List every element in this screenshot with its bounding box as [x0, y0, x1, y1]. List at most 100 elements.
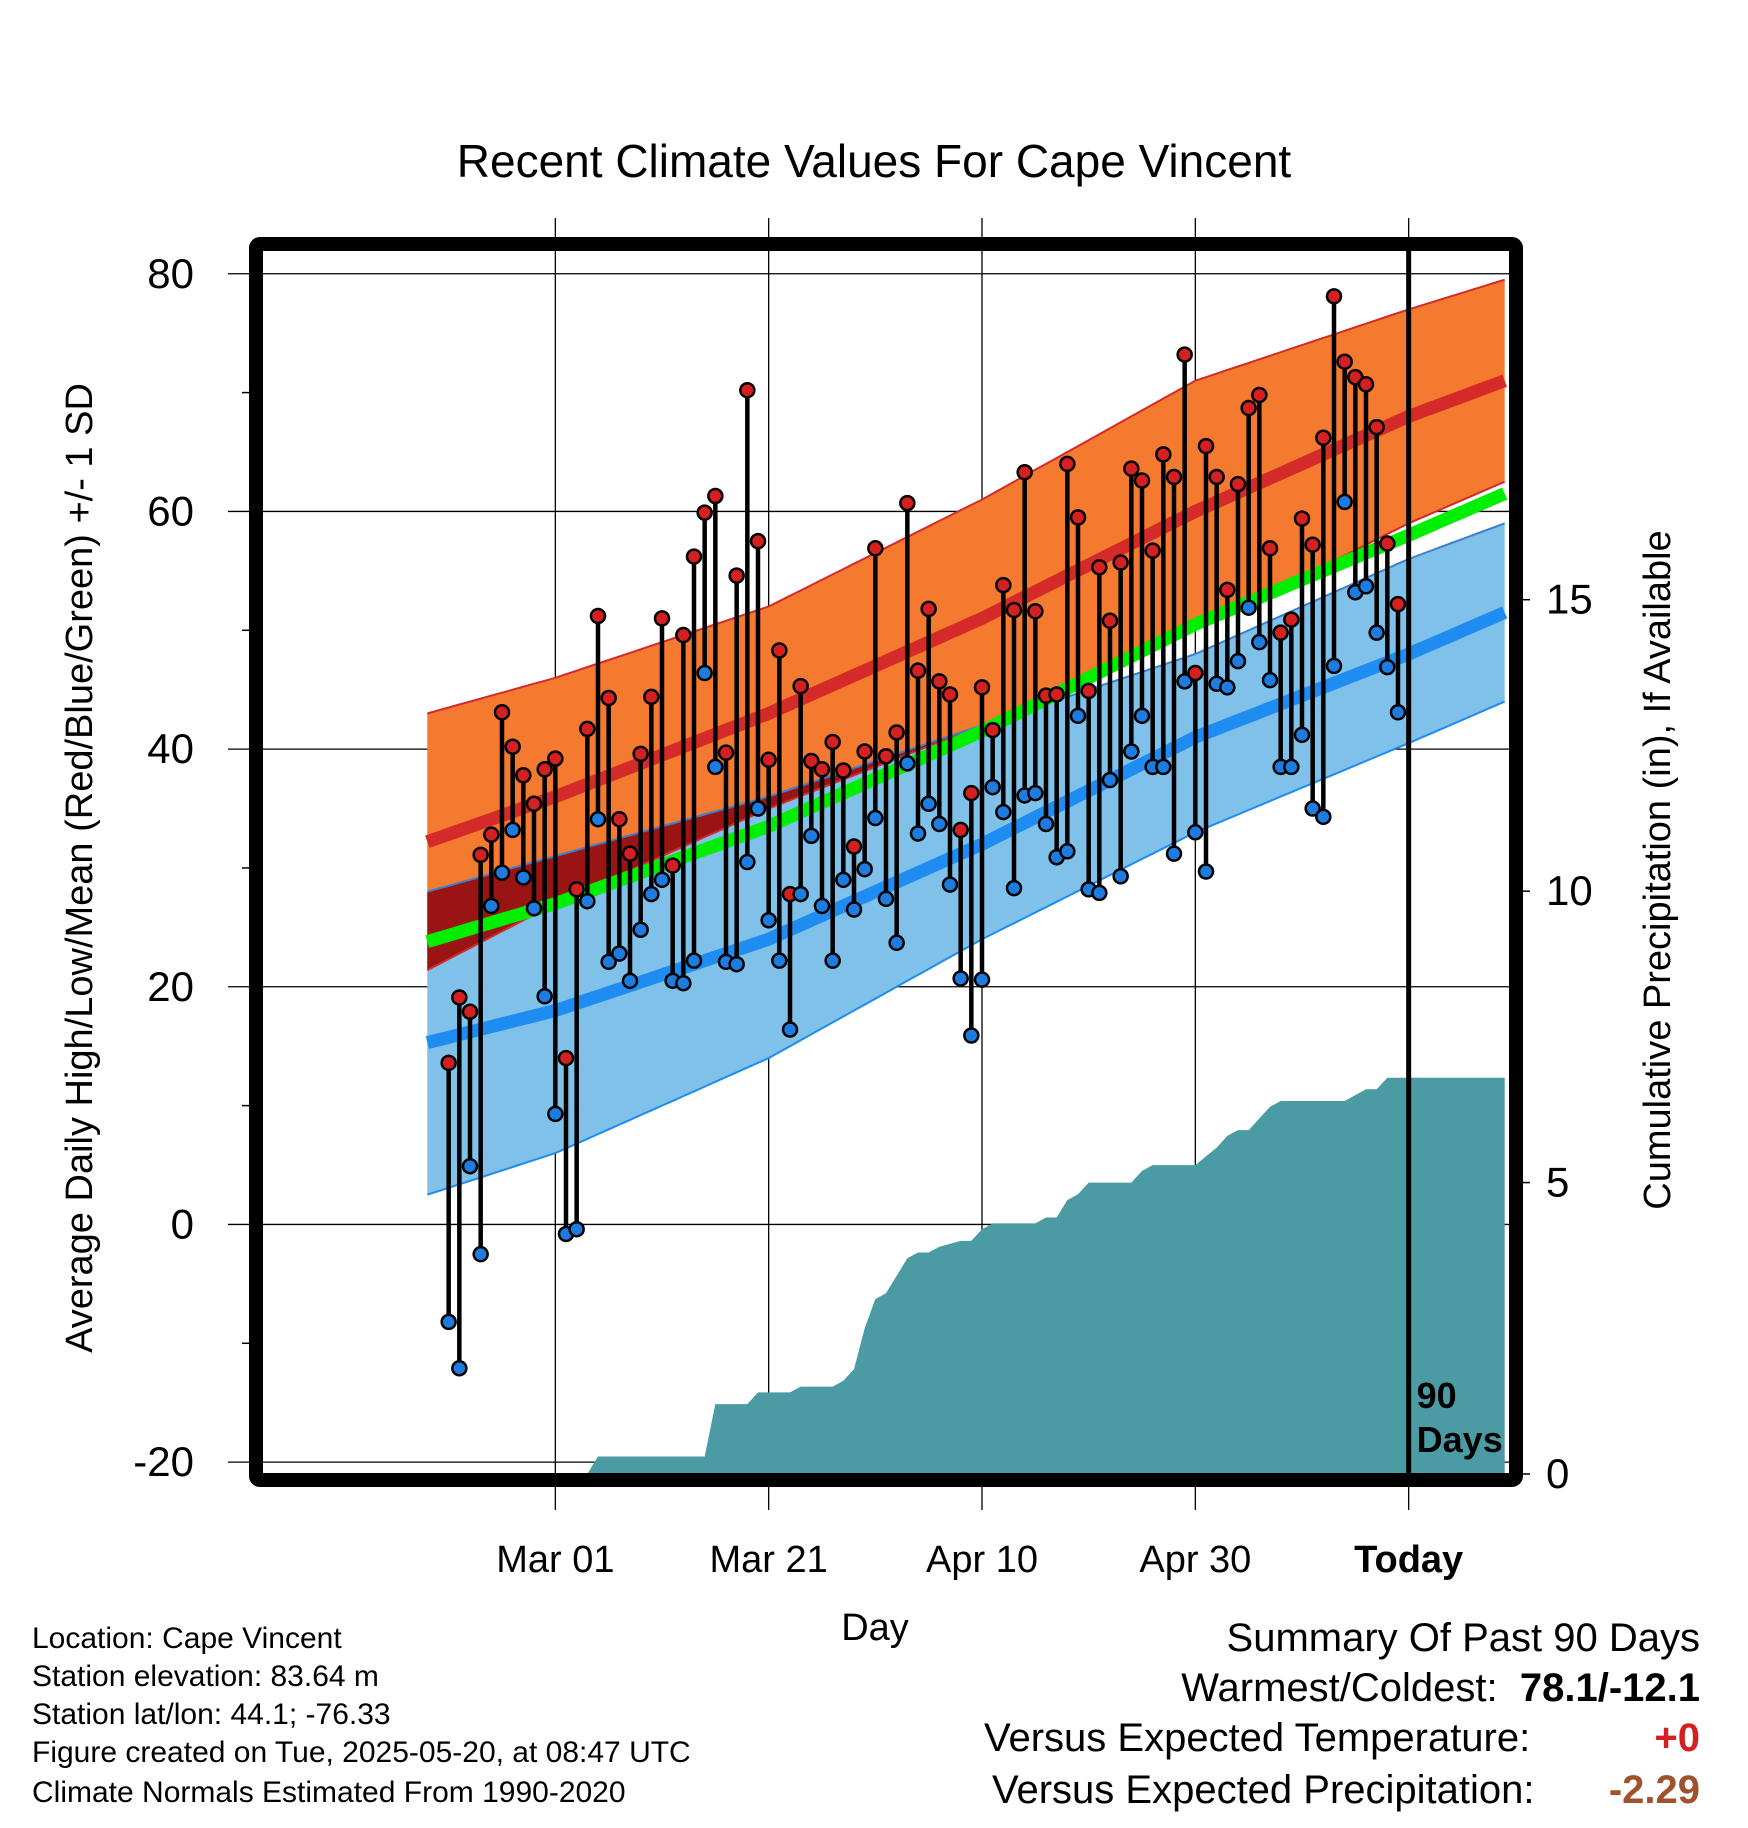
low-point	[472, 1245, 489, 1263]
low-point	[1197, 863, 1215, 880]
high-point	[1005, 601, 1023, 619]
y-tick-label: 0	[171, 1200, 194, 1247]
high-point	[749, 532, 767, 550]
low-point	[877, 890, 895, 908]
high-point	[685, 548, 703, 565]
high-point	[1197, 437, 1215, 455]
low-point	[963, 1027, 980, 1044]
low-point	[515, 869, 532, 886]
low-point	[1389, 704, 1407, 721]
low-point	[1325, 657, 1343, 675]
low-point	[1293, 726, 1311, 744]
high-point	[1187, 664, 1204, 682]
low-point	[547, 1105, 564, 1123]
x-tick-label: Mar 21	[710, 1539, 828, 1581]
low-point	[707, 758, 724, 776]
high-point	[888, 724, 905, 741]
high-point	[1101, 612, 1119, 630]
high-point	[515, 767, 532, 784]
high-point	[835, 762, 852, 779]
precip-area	[448, 1077, 1505, 1474]
low-point	[483, 897, 500, 915]
high-point	[803, 752, 820, 770]
low-point	[941, 876, 959, 893]
precip-area-shape	[448, 1077, 1505, 1474]
high-point	[600, 689, 617, 707]
low-point	[1240, 599, 1257, 616]
low-point	[984, 778, 1001, 796]
high-point	[707, 487, 724, 505]
high-point	[1123, 460, 1140, 477]
high-point	[973, 679, 991, 696]
high-point	[899, 494, 916, 512]
low-point	[1091, 884, 1108, 902]
high-point	[739, 381, 756, 399]
low-point	[493, 864, 511, 881]
low-point	[632, 921, 649, 938]
low-point	[611, 945, 628, 962]
high-point	[493, 704, 511, 721]
precip-value: -2.29	[1608, 1768, 1700, 1812]
high-point	[1133, 472, 1151, 489]
high-point	[1176, 346, 1193, 363]
low-point	[504, 821, 521, 839]
high-point	[1272, 624, 1289, 641]
low-point	[1059, 843, 1076, 860]
footer-location: Location: Cape Vincent	[32, 1622, 342, 1655]
high-point	[792, 677, 809, 695]
y-tick-label: 80	[147, 250, 194, 297]
low-point	[1133, 707, 1151, 725]
high-point	[579, 720, 596, 738]
high-point	[1229, 475, 1247, 493]
x-tick-label: Apr 10	[926, 1539, 1038, 1581]
low-point	[685, 952, 703, 969]
high-point	[643, 688, 660, 706]
high-point	[856, 743, 873, 760]
low-point	[1283, 758, 1300, 776]
footer-normals: Climate Normals Estimated From 1990-2020	[32, 1776, 626, 1809]
high-point	[483, 826, 500, 843]
high-point	[1080, 682, 1097, 700]
low-point	[440, 1313, 457, 1331]
low-point	[909, 825, 927, 842]
low-point	[1336, 493, 1353, 511]
high-point	[1112, 554, 1129, 571]
high-point	[1325, 288, 1343, 305]
today-marker-number: 90	[1417, 1375, 1457, 1416]
low-point	[792, 885, 809, 903]
x-tick-label: Apr 30	[1139, 1539, 1251, 1581]
low-point	[803, 827, 820, 845]
chart-title: Recent Climate Values For Cape Vincent	[456, 135, 1292, 187]
high-point	[611, 810, 628, 828]
axes: Mar 01 Mar 21 Apr 10 Apr 30 Today Day -20 0 20 40…	[59, 250, 1679, 1649]
low-point	[749, 800, 767, 817]
temp-label: Versus Expected Temperature:	[984, 1716, 1531, 1760]
low-normal-band	[427, 523, 1505, 1195]
precip-tick-label: 15	[1546, 576, 1593, 623]
high-upper-edge	[427, 278, 1505, 715]
high-point	[1240, 399, 1257, 417]
high-point	[557, 1049, 575, 1067]
low-point	[1155, 758, 1172, 776]
high-point	[1251, 386, 1268, 404]
low-point	[1315, 808, 1332, 826]
low-point	[760, 911, 777, 929]
low-point	[696, 664, 713, 682]
high-point	[1059, 455, 1076, 473]
high-point	[1315, 429, 1332, 447]
low-point	[728, 955, 745, 973]
low-point	[995, 803, 1012, 821]
summary-title: Summary Of Past 90 Days	[1226, 1616, 1700, 1660]
high-point	[696, 504, 713, 521]
low-point	[461, 1157, 479, 1175]
low-point	[525, 900, 543, 917]
high-point	[653, 610, 671, 627]
high-point	[952, 821, 969, 839]
low-point	[1123, 743, 1140, 760]
high-point	[1379, 535, 1396, 552]
high-point	[867, 540, 884, 557]
high-point	[1219, 581, 1236, 599]
high-point	[1069, 509, 1087, 526]
footer-elevation: Station elevation: 83.64 m	[32, 1660, 379, 1693]
low-point	[1261, 671, 1279, 689]
